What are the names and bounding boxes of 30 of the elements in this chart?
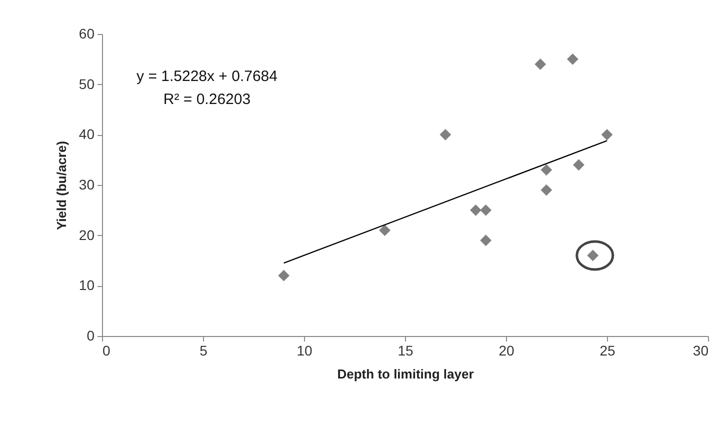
point [566,53,578,65]
x-tick-label: 30 [692,342,709,358]
x-tick-label: 20 [498,342,514,358]
y-tick-label: 40 [78,126,95,142]
point [480,234,492,246]
y-tick-label: 0 [86,328,95,344]
point [573,159,584,171]
point [278,270,290,282]
y-tick-label: 50 [78,76,95,92]
point [440,128,452,140]
annotation: y = 1.5228x + 0.7684 [136,68,278,85]
x-tick-label: 15 [398,342,414,358]
x-tick-label: 0 [102,342,110,358]
x-tick-label: 5 [200,342,208,358]
x-tick-label: 25 [600,342,616,358]
x-tick-label: 10 [296,342,312,358]
y-tick-label: 20 [78,226,95,243]
y-tick-label: 10 [78,277,95,294]
annotation: R² = 0.26203 [163,91,251,108]
point [470,204,482,216]
point [534,58,546,70]
point [540,164,552,176]
point [601,128,613,140]
point [379,224,390,236]
point [480,204,492,216]
y-axis-title: Yield (bu/acre) [54,140,69,230]
y-tick-label: 30 [78,176,95,192]
point [540,184,552,196]
y-tick-label: 60 [78,26,95,42]
x-axis-title: Depth to limiting layer [337,366,474,382]
